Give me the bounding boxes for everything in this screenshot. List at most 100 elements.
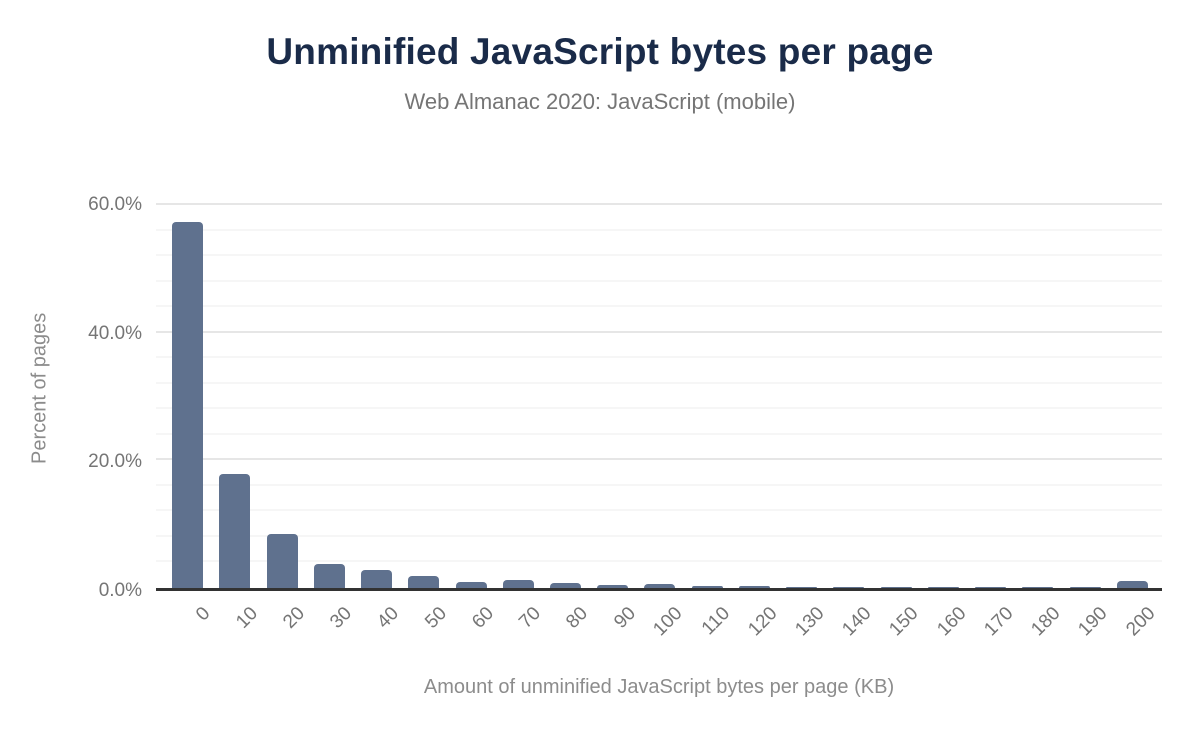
x-tick-110kb: 110 — [684, 594, 734, 646]
bar-20kb — [266, 534, 298, 588]
bar-0kb — [172, 222, 204, 588]
bar-slot-160kb — [920, 186, 967, 588]
x-tick-label: 200 — [1121, 603, 1160, 641]
x-tick-170kb: 170 — [967, 594, 1017, 646]
y-tick-label-0: 0.0% — [98, 580, 142, 601]
x-tick-130kb: 130 — [778, 594, 828, 646]
y-tick-label-40: 40.0% — [88, 322, 142, 344]
bar-slot-120kb — [731, 186, 778, 588]
x-tick-20kb: 20 — [258, 594, 309, 646]
bar-130kb — [786, 586, 818, 588]
x-tick-label: 190 — [1074, 603, 1112, 641]
minor-gridline-16 — [156, 483, 1162, 486]
minor-gridline-44 — [156, 305, 1162, 308]
bar-200kb — [1116, 580, 1148, 588]
bar-slot-50kb — [400, 186, 447, 588]
bar-50kb — [408, 575, 440, 588]
x-tick-140kb: 140 — [825, 594, 875, 646]
bar-190kb — [1069, 586, 1101, 588]
bar-30kb — [313, 564, 345, 588]
bar-180kb — [1022, 586, 1054, 588]
y-tick-label-60: 60.0% — [88, 194, 142, 216]
x-tick-0kb: 0 — [164, 594, 214, 646]
bar-slot-140kb — [825, 186, 872, 588]
x-tick-160kb: 160 — [920, 594, 970, 646]
bar-slot-180kb — [1014, 186, 1061, 588]
x-tick-60kb: 60 — [447, 594, 498, 646]
x-tick-label: 170 — [980, 603, 1018, 641]
minor-gridline-28 — [156, 407, 1162, 410]
x-tick-label: 100 — [649, 603, 687, 641]
x-tick-190kb: 190 — [1061, 594, 1112, 646]
x-tick-200kb: 200 — [1109, 594, 1159, 646]
minor-gridline-8 — [156, 534, 1162, 537]
bar-60kb — [455, 581, 487, 588]
bar-150kb — [880, 586, 912, 588]
minor-gridline-4 — [156, 560, 1162, 563]
bar-slot-40kb — [353, 186, 400, 588]
x-tick-label: 110 — [697, 603, 735, 640]
plot-area — [156, 186, 1162, 591]
major-gridline-60 — [156, 203, 1162, 206]
x-tick-label: 130 — [791, 603, 829, 641]
bar-slot-60kb — [447, 186, 494, 588]
minor-gridline-32 — [156, 381, 1162, 384]
x-tick-80kb: 80 — [542, 594, 593, 646]
bar-slot-100kb — [636, 186, 683, 588]
x-tick-70kb: 70 — [495, 594, 545, 646]
bar-80kb — [549, 582, 581, 588]
bar-120kb — [738, 586, 770, 588]
bar-slot-90kb — [589, 186, 636, 588]
bar-slot-10kb — [211, 186, 258, 588]
minor-gridline-56 — [156, 228, 1162, 231]
x-tick-40kb: 40 — [353, 594, 404, 646]
bar-slot-20kb — [258, 186, 305, 588]
bar-slot-30kb — [306, 186, 353, 588]
bar-slot-150kb — [873, 186, 920, 588]
bar-100kb — [644, 584, 676, 588]
bar-slot-80kb — [542, 186, 589, 588]
y-axis-tick-labels: 0.0% 20.0% 40.0% 60.0% — [40, 186, 142, 601]
x-tick-label: 180 — [1027, 603, 1065, 641]
chart-title: Unminified JavaScript bytes per page — [266, 31, 934, 72]
major-gridline-20 — [156, 458, 1162, 461]
chart-subtitle: Web Almanac 2020: JavaScript (mobile) — [404, 89, 796, 114]
minor-gridline-36 — [156, 356, 1162, 359]
bar-slot-170kb — [967, 186, 1014, 588]
x-tick-100kb: 100 — [636, 594, 687, 646]
bar-slot-200kb — [1109, 186, 1156, 588]
bar-90kb — [597, 584, 629, 588]
x-tick-30kb: 30 — [306, 594, 356, 646]
x-tick-10kb: 10 — [211, 594, 262, 646]
x-tick-50kb: 50 — [400, 594, 451, 646]
x-tick-150kb: 150 — [873, 594, 923, 646]
minor-gridline-52 — [156, 254, 1162, 257]
bar-slot-0kb — [164, 186, 211, 588]
bar-slot-70kb — [495, 186, 542, 588]
bar-slot-110kb — [684, 186, 731, 588]
x-axis-tick-labels: 0 10 20 30 40 50 60 70 80 90 100 110 120 130 140 150 160… — [164, 594, 1159, 646]
major-gridline-40 — [156, 330, 1162, 333]
bar-slot-190kb — [1061, 186, 1108, 588]
x-tick-180kb: 180 — [1014, 594, 1064, 646]
bar-series — [164, 186, 1156, 588]
bar-40kb — [361, 569, 393, 588]
minor-gridline-24 — [156, 432, 1162, 435]
x-tick-label: 140 — [838, 603, 876, 641]
minor-gridline-48 — [156, 279, 1162, 282]
bar-10kb — [219, 474, 251, 588]
x-tick-label: 120 — [744, 603, 782, 641]
x-tick-90kb: 90 — [589, 594, 640, 646]
bar-110kb — [691, 586, 723, 588]
bar-slot-130kb — [778, 186, 825, 588]
y-tick-label-20: 20.0% — [88, 451, 142, 473]
x-tick-label: 150 — [885, 603, 923, 641]
bar-140kb — [833, 586, 865, 588]
minor-gridline-12 — [156, 509, 1162, 512]
x-tick-label: 160 — [932, 603, 971, 641]
bar-70kb — [502, 580, 534, 588]
x-tick-120kb: 120 — [731, 594, 781, 646]
bar-170kb — [975, 586, 1007, 588]
x-axis-title: Amount of unminified JavaScript bytes pe… — [423, 676, 895, 698]
